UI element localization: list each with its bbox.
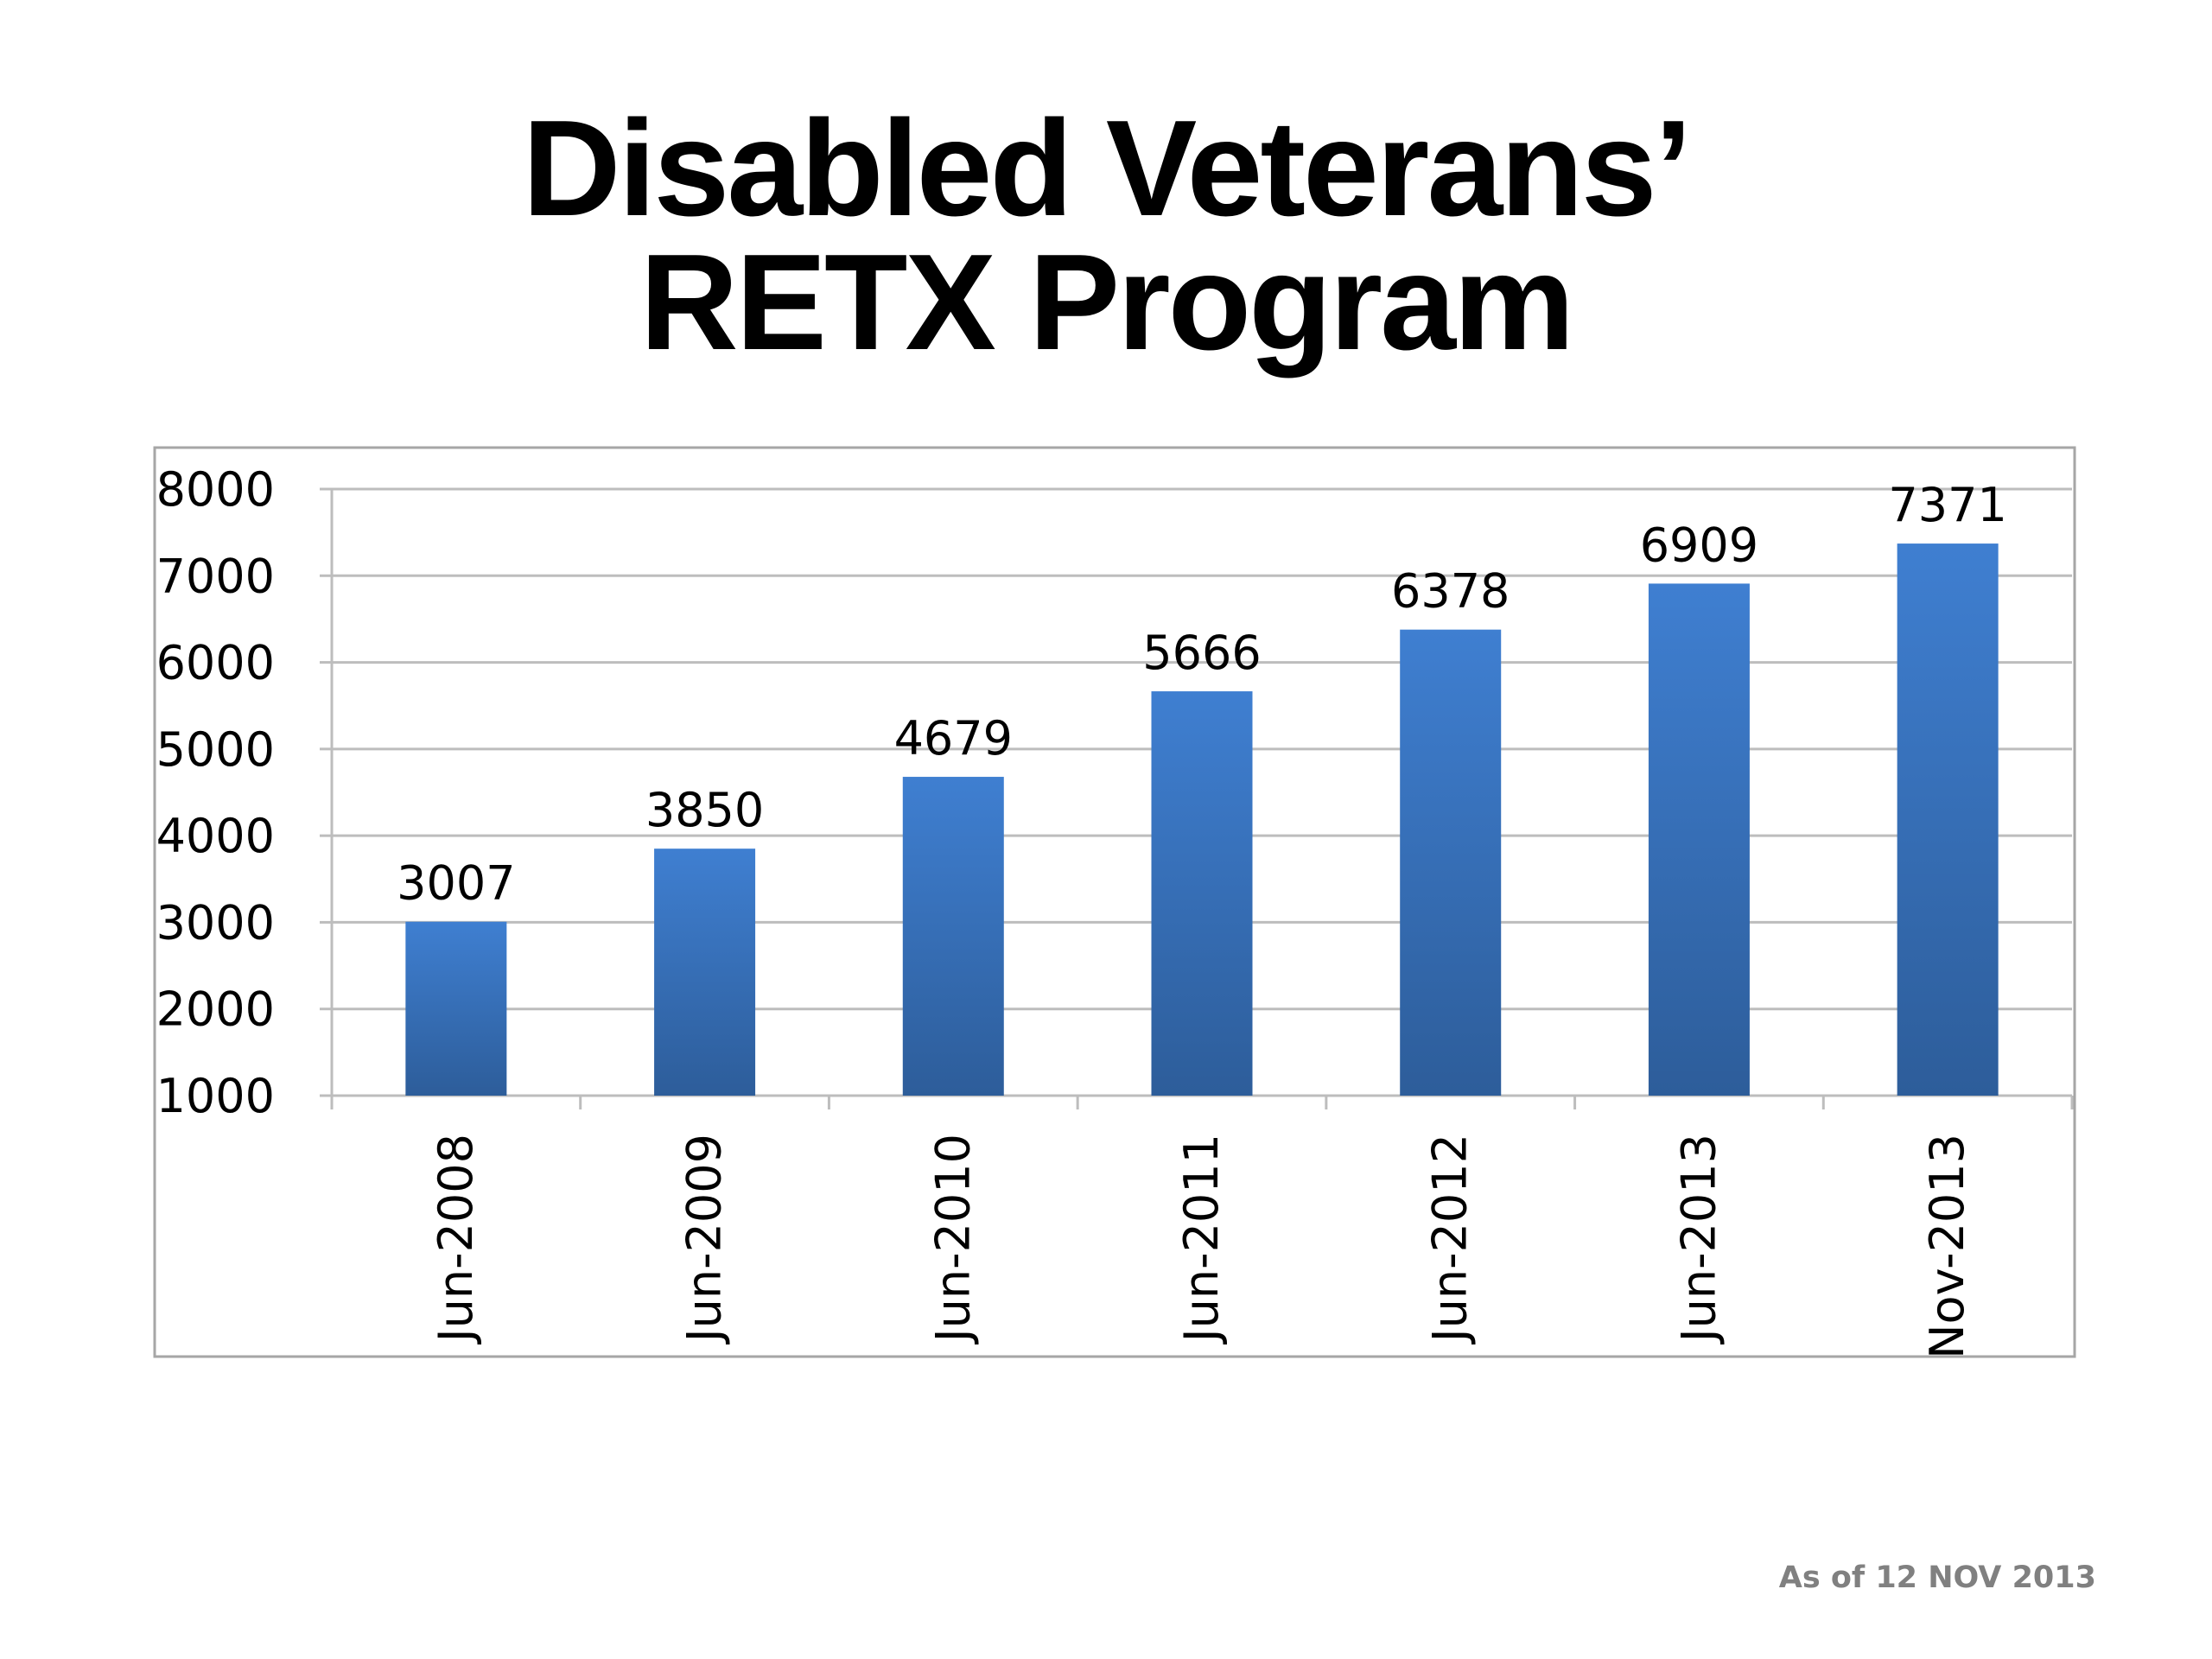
x-axis: Jun-2008 Jun-2009 Jun-2010 Jun-2011 Jun-2012… [330, 1094, 2074, 1359]
x-tick-label-Jun-2008: Jun-2008 [429, 1134, 483, 1344]
bar-Jun-2010 [902, 777, 1004, 1096]
data-label-Jun-2009: 3850 [645, 783, 764, 837]
as-of-date-note: As of 12 NOV 2013 [1778, 1560, 2096, 1595]
y-tick-label-7000: 7000 [156, 549, 275, 603]
y-axis: 1000 2000 3000 4000 5000 6000 7000 8000 [156, 462, 334, 1123]
x-tick-label-Nov-2013: Nov-2013 [1920, 1134, 1974, 1359]
data-label-Jun-2013: 6909 [1640, 518, 1758, 572]
y-tick-label-2000: 2000 [156, 982, 275, 1037]
data-labels: 3007 3850 4679 5666 6378 6909 7371 [397, 478, 2007, 911]
y-tick-label-4000: 4000 [156, 809, 275, 863]
data-label-Jun-2010: 4679 [894, 711, 1013, 766]
x-tick-label-Jun-2009: Jun-2009 [677, 1134, 732, 1344]
bar-Jun-2013 [1648, 583, 1750, 1096]
chart-title: Disabled Veterans’ RETX Program [0, 92, 2212, 378]
data-label-Jun-2012: 6378 [1391, 564, 1510, 619]
chart-frame [153, 446, 2076, 1358]
y-tick-label-5000: 5000 [156, 722, 275, 777]
x-tick-label-Jun-2012: Jun-2012 [1423, 1134, 1478, 1344]
y-tick-label-6000: 6000 [156, 636, 275, 690]
y-tick-label-1000: 1000 [156, 1069, 275, 1123]
bar-Jun-2012 [1400, 629, 1502, 1096]
bar-Jun-2009 [654, 849, 756, 1096]
y-tick-label-3000: 3000 [156, 895, 275, 950]
bar-Jun-2008 [405, 921, 507, 1096]
chart-title-line-2: RETX Program [639, 226, 1574, 378]
bar-Nov-2013 [1897, 543, 1999, 1096]
bars [405, 543, 1999, 1096]
chart-title-line-1: Disabled Veterans’ [522, 92, 1692, 245]
data-label-Jun-2008: 3007 [397, 856, 515, 911]
x-tick-label-Jun-2010: Jun-2010 [925, 1134, 980, 1344]
x-tick-label-Jun-2011: Jun-2011 [1174, 1134, 1229, 1344]
data-label-Nov-2013: 7371 [1888, 478, 2006, 532]
data-label-Jun-2011: 5666 [1142, 626, 1261, 680]
x-tick-label-Jun-2013: Jun-2013 [1671, 1134, 1726, 1344]
bar-Jun-2011 [1151, 691, 1253, 1096]
y-tick-label-8000: 8000 [156, 462, 275, 517]
